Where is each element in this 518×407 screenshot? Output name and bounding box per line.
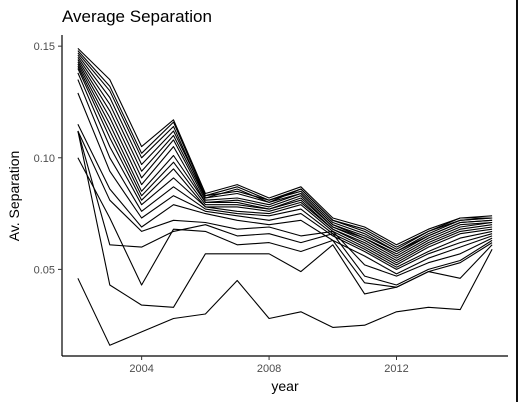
window-edge xyxy=(516,0,518,402)
series-line-9 xyxy=(77,66,493,262)
x-tick-label: 2004 xyxy=(129,363,153,375)
y-axis-ticks: 0.05 0.10 0.15 xyxy=(34,41,62,276)
series-line-10 xyxy=(77,68,493,264)
x-axis-title: year xyxy=(271,378,299,394)
x-tick-label: 2012 xyxy=(384,363,408,375)
series-line-16 xyxy=(77,130,493,286)
series-line-18 xyxy=(77,130,493,308)
series-line-13 xyxy=(77,92,493,270)
series-line-4 xyxy=(77,54,493,253)
y-tick-label: 0.05 xyxy=(34,264,55,276)
series-line-2 xyxy=(77,50,493,248)
series-line-1 xyxy=(77,48,493,246)
y-tick-label: 0.15 xyxy=(34,41,55,53)
series-line-15 xyxy=(77,130,493,277)
y-tick-label: 0.10 xyxy=(34,153,55,165)
series-line-19 xyxy=(77,249,493,346)
series-line-12 xyxy=(77,79,493,268)
y-axis-title: Av. Separation xyxy=(6,151,22,242)
series-line-8 xyxy=(77,63,493,259)
series-line-6 xyxy=(77,59,493,255)
chart-title: Average Separation xyxy=(62,7,212,26)
series-line-14 xyxy=(77,124,493,275)
x-axis-ticks: 2004 2008 2012 xyxy=(129,356,409,375)
series-line-7 xyxy=(77,61,493,257)
series-line-11 xyxy=(77,72,493,266)
series-group xyxy=(77,48,493,346)
x-tick-label: 2008 xyxy=(257,363,281,375)
